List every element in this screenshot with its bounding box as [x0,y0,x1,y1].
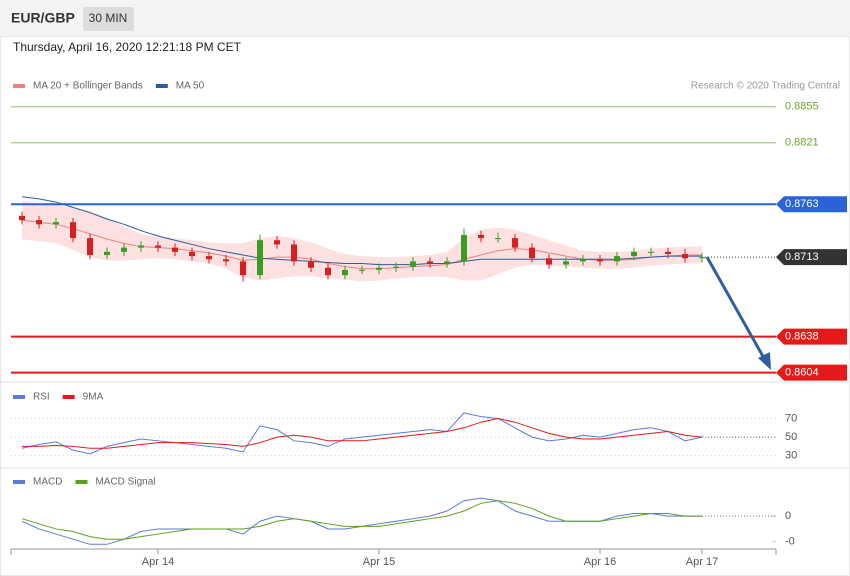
candle-body [427,261,433,264]
candle-body [393,266,399,268]
candle-body [376,267,382,270]
price-level-label: 0.8604 [785,366,819,378]
candle-body [631,251,637,257]
y-tick-label: -0 [785,536,795,548]
candle-body [274,240,280,245]
y-tick-label: 30 [785,450,797,462]
legend-swatch [62,395,75,399]
candle-body [614,256,620,262]
legend-label: MA 50 [176,81,205,92]
y-tick-label: 0 [785,510,791,522]
candle-body [121,247,127,252]
price-level-label: 0.8763 [785,198,819,210]
legend-swatch [13,395,25,399]
arrow-head [758,352,771,370]
candle-body [325,267,331,276]
price-level-label: 0.8638 [785,330,819,342]
price-tag [776,249,847,266]
candle-body [461,234,467,262]
price-level-label: 0.8821 [785,137,819,149]
candle-body [291,244,297,262]
candle-body [19,215,25,221]
candle-body [410,261,416,267]
candle-body [699,257,705,259]
x-tick-label: Apr 14 [142,556,174,568]
x-tick-label: Apr 17 [686,556,718,568]
candle-body [512,238,518,248]
header-bar [0,0,850,36]
candle-body [359,269,365,271]
price-level-label: 0.8713 [785,251,819,263]
candle-body [682,253,688,259]
legend-swatch [75,480,88,484]
price-tag [776,328,847,345]
legend-label: RSI [33,392,50,403]
candle-body [70,222,76,239]
timestamp: Thursday, April 16, 2020 12:21:18 PM CET [13,40,242,54]
x-tick-label: Apr 16 [584,556,616,568]
candle-body [495,238,501,240]
frame [0,36,850,576]
candle-body [189,251,195,257]
interval-badge [83,7,134,31]
indicator-line [21,500,702,540]
candle-body [104,251,110,256]
arrow-shaft [705,256,767,361]
candle-body [206,256,212,260]
candle-body [172,247,178,252]
legend-label: MA 20 + Bollinger Bands [33,81,143,92]
candle-body [155,245,161,248]
price-tag [776,196,847,213]
symbol: EUR/GBP [11,10,75,26]
candle-body [138,245,144,248]
candle-body [36,220,42,225]
candle-body [648,251,654,253]
moving-average [21,196,702,266]
legend-swatch [13,480,25,484]
price-tag [776,364,847,381]
candle-body [580,259,586,262]
candle-body [546,258,552,265]
candle-body [240,261,246,276]
candle-body [529,247,535,259]
legend-swatch [13,84,25,88]
price-level-label: 0.8855 [785,101,819,113]
candle-body [665,251,671,254]
candle-body [597,259,603,262]
candle-body [563,261,569,265]
credit: Research © 2020 Trading Central [691,81,840,92]
y-tick-label: 70 [785,412,797,424]
candle-body [308,261,314,268]
candle-body [53,222,59,225]
candle-body [342,269,348,276]
candle-body [444,261,450,264]
indicator-line [22,417,703,449]
indicator-line [21,412,703,455]
legend-label: MACD Signal [95,477,155,488]
x-tick-label: Apr 15 [363,556,395,568]
legend-swatch [155,84,168,88]
candle-body [87,238,93,256]
forecast-arrow [705,256,771,370]
plot: 0.8855 0.8821 0.8763 0.8713 0.8638 0.8604 MA 2… [10,81,847,568]
legend-label: 9MA [83,392,104,403]
candle-body [223,259,229,262]
y-tick-label: 50 [785,431,797,443]
legend-label: MACD [33,477,62,488]
candle-body [478,234,484,239]
interval: 30 MIN [89,11,128,25]
candle-body [257,240,263,276]
